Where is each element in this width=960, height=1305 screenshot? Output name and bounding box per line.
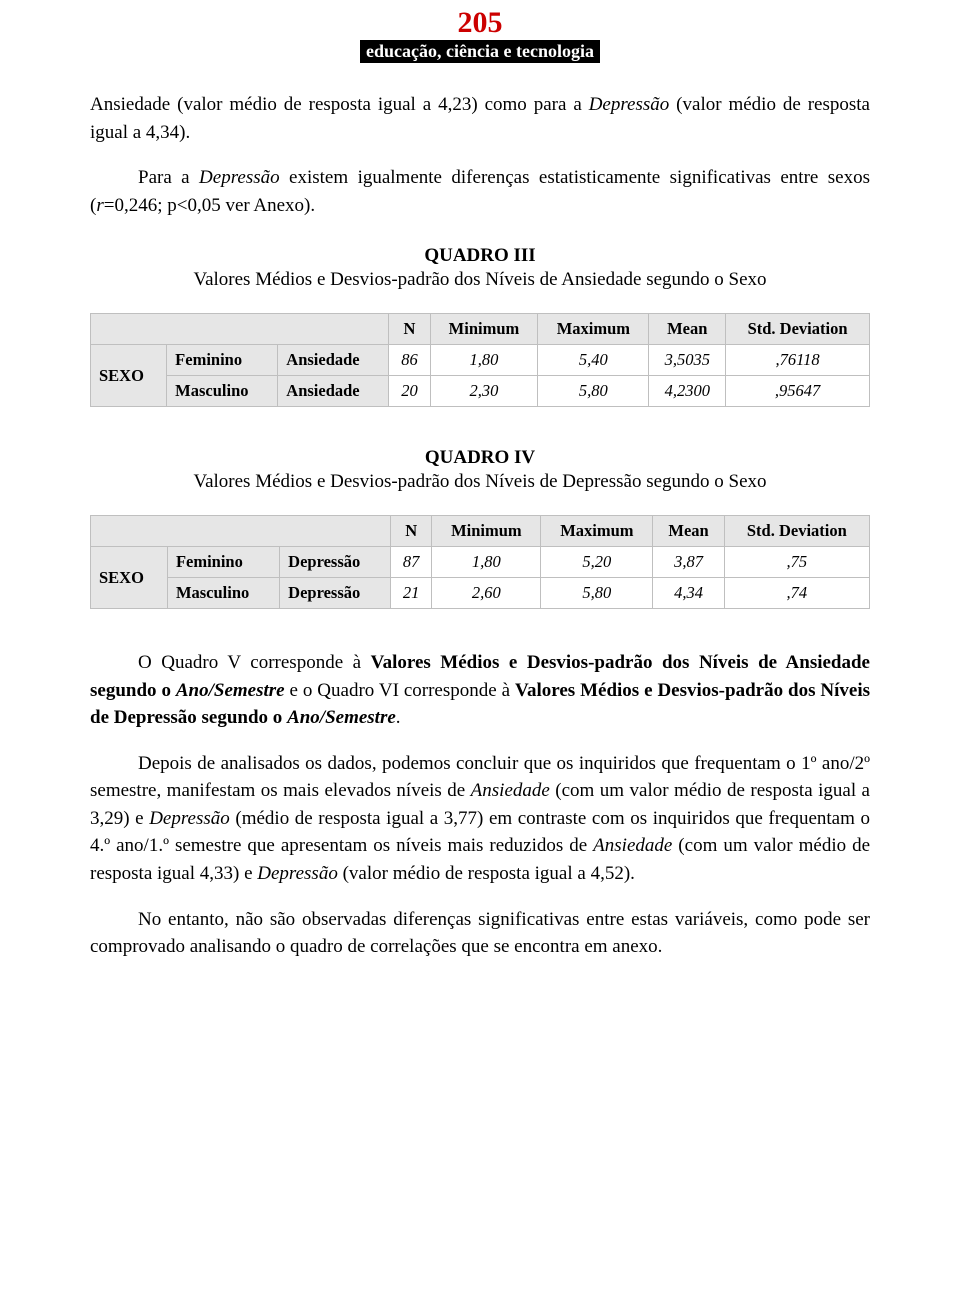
paragraph-2: Para a Depressão existem igualmente dife… [90, 164, 870, 219]
header-subtitle: educação, ciência e tecnologia [360, 40, 600, 63]
table-row: SEXO Feminino Ansiedade 86 1,80 5,40 3,5… [91, 345, 870, 376]
text: e o Quadro VI corresponde à [285, 680, 515, 701]
text-bold-italic: Ano/Semestre [176, 680, 285, 701]
cell-sd: ,76118 [726, 345, 870, 376]
quadro4-subtitle: Valores Médios e Desvios-padrão dos Níve… [90, 471, 870, 493]
paragraph-1: Ansiedade (valor médio de resposta igual… [90, 91, 870, 146]
text-italic: Ansiedade [471, 780, 550, 801]
text: Ansiedade (valor médio de resposta igual… [90, 94, 589, 115]
cell-min: 2,60 [432, 578, 541, 609]
paragraph-4: Depois de analisados os dados, podemos c… [90, 750, 870, 888]
cell-n: 20 [389, 376, 430, 407]
cell-n: 86 [389, 345, 430, 376]
cell-mean: 3,87 [653, 547, 724, 578]
row-var: Depressão [280, 547, 391, 578]
text-italic: Depressão [589, 94, 670, 115]
quadro3-table: N Minimum Maximum Mean Std. Deviation SE… [90, 313, 870, 407]
text-italic: Depressão [199, 167, 280, 188]
table-row: Masculino Depressão 21 2,60 5,80 4,34 ,7… [91, 578, 870, 609]
text: Para a [138, 167, 199, 188]
text: =0,246; p<0,05 ver Anexo). [104, 195, 315, 216]
table-row: Masculino Ansiedade 20 2,30 5,80 4,2300 … [91, 376, 870, 407]
row-group: Masculino [167, 578, 279, 609]
quadro3-subtitle: Valores Médios e Desvios-padrão dos Níve… [90, 269, 870, 291]
cell-sd: ,75 [724, 547, 869, 578]
quadro4-title: QUADRO IV [90, 447, 870, 469]
cell-min: 1,80 [430, 345, 538, 376]
col-sd: Std. Deviation [724, 516, 869, 547]
row-var: Ansiedade [278, 345, 389, 376]
cell-sd: ,74 [724, 578, 869, 609]
page-header: 205 educação, ciência e tecnologia [90, 8, 870, 63]
cell-mean: 3,5035 [649, 345, 726, 376]
table-row: SEXO Feminino Depressão 87 1,80 5,20 3,8… [91, 547, 870, 578]
col-n: N [390, 516, 432, 547]
blank-corner [91, 516, 391, 547]
col-mean: Mean [649, 314, 726, 345]
paragraph-5: No entanto, não são observadas diferença… [90, 906, 870, 961]
row-label: SEXO [91, 345, 167, 407]
text-italic: Depressão [149, 808, 230, 829]
cell-mean: 4,2300 [649, 376, 726, 407]
col-max: Maximum [541, 516, 653, 547]
page-number: 205 [90, 8, 870, 38]
cell-n: 87 [390, 547, 432, 578]
quadro4-table: N Minimum Maximum Mean Std. Deviation SE… [90, 515, 870, 609]
text: . [396, 707, 401, 728]
text: O Quadro V corresponde à [138, 652, 371, 673]
text-italic: r [96, 195, 103, 216]
col-n: N [389, 314, 430, 345]
table-header-row: N Minimum Maximum Mean Std. Deviation [91, 314, 870, 345]
row-label: SEXO [91, 547, 168, 609]
row-group: Feminino [167, 345, 278, 376]
row-group: Feminino [167, 547, 279, 578]
text-bold-italic: Ano/Semestre [287, 707, 396, 728]
cell-min: 2,30 [430, 376, 538, 407]
page: 205 educação, ciência e tecnologia Ansie… [0, 0, 960, 1019]
row-group: Masculino [167, 376, 278, 407]
cell-n: 21 [390, 578, 432, 609]
col-min: Minimum [430, 314, 538, 345]
table-header-row: N Minimum Maximum Mean Std. Deviation [91, 516, 870, 547]
cell-min: 1,80 [432, 547, 541, 578]
cell-max: 5,40 [538, 345, 649, 376]
cell-max: 5,80 [538, 376, 649, 407]
blank-corner [91, 314, 389, 345]
text: (valor médio de resposta igual a 4,52). [338, 863, 635, 884]
quadro3-title: QUADRO III [90, 245, 870, 267]
cell-max: 5,20 [541, 547, 653, 578]
cell-sd: ,95647 [726, 376, 870, 407]
text-italic: Ansiedade [593, 835, 672, 856]
col-mean: Mean [653, 516, 724, 547]
col-min: Minimum [432, 516, 541, 547]
text-italic: Depressão [257, 863, 338, 884]
cell-mean: 4,34 [653, 578, 724, 609]
cell-max: 5,80 [541, 578, 653, 609]
row-var: Depressão [280, 578, 391, 609]
paragraph-3: O Quadro V corresponde à Valores Médios … [90, 649, 870, 732]
col-max: Maximum [538, 314, 649, 345]
col-sd: Std. Deviation [726, 314, 870, 345]
row-var: Ansiedade [278, 376, 389, 407]
